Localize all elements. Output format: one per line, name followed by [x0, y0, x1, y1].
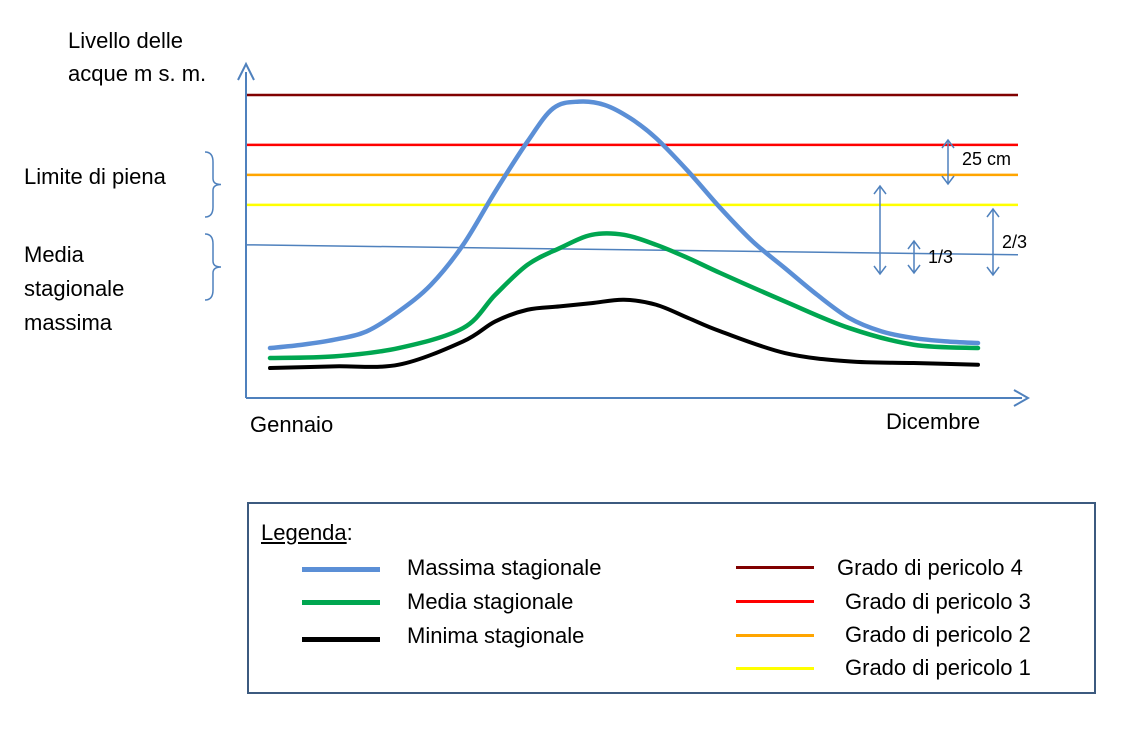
legend-item-grado-2: Grado di pericolo 2 — [845, 622, 1031, 647]
flood-limit-label: Limite di piena — [24, 164, 166, 189]
legend-title-colon: : — [346, 520, 353, 545]
seasonal-mean-line — [246, 244, 1019, 256]
arrow-one-third-head-bottom — [907, 264, 921, 275]
seasonal-mean-label-3: massima — [24, 310, 113, 335]
arrow-one-third-head-top — [907, 239, 921, 250]
seasonal-mean-label-1: Media — [24, 242, 84, 267]
seasonal-mean-brace — [204, 233, 222, 301]
legend-line-grado-2 — [736, 634, 814, 637]
legend-item-media: Media stagionale — [407, 589, 574, 614]
legend-line-grado-1 — [736, 667, 814, 670]
legend-item-minima: Minima stagionale — [407, 623, 585, 648]
legend-item-grado-3: Grado di pericolo 3 — [845, 589, 1031, 614]
series-minima-stagionale — [268, 297, 980, 371]
arrow-two-thirds-head-top — [986, 207, 1000, 218]
seasonal-mean-label-2: stagionale — [24, 276, 125, 301]
y-axis-label-text: Livello delle acque m s. m. — [68, 28, 207, 86]
arrow-full-range-head-bottom — [873, 265, 887, 276]
legend-line-massima — [302, 567, 380, 572]
arrow-25cm-head-top — [941, 138, 955, 149]
legend-item-grado-1: Grado di pericolo 1 — [845, 655, 1031, 680]
series-massima-stagionale — [267, 99, 981, 351]
x-start-label: Gennaio — [250, 412, 334, 437]
legend-line-grado-3 — [736, 600, 814, 603]
arrow-25cm-head-bottom — [941, 175, 955, 186]
arrow-full-range-head-top — [873, 184, 887, 195]
legend: Legenda: Massima stagionale Media stagio… — [247, 502, 1096, 694]
x-axis-arrow — [1013, 389, 1031, 407]
flood-limit-brace — [204, 151, 222, 218]
annotation-one-third: 1/3 — [928, 247, 954, 267]
legend-line-media — [302, 600, 380, 605]
arrow-two-thirds-head-bottom — [986, 266, 1000, 277]
series-media-stagionale — [267, 231, 981, 361]
legend-item-massima: Massima stagionale — [407, 555, 602, 580]
annotation-two-thirds: 2/3 — [1002, 232, 1028, 252]
legend-title: Legenda: — [261, 518, 353, 548]
y-axis-label: Livello delle acque m s. m. — [68, 24, 238, 90]
y-axis-arrow — [237, 61, 255, 81]
legend-line-minima — [302, 637, 380, 642]
legend-line-grado-4 — [736, 566, 814, 569]
legend-item-grado-4: Grado di pericolo 4 — [837, 555, 1023, 580]
legend-title-text: Legenda — [261, 520, 347, 545]
x-end-label: Dicembre — [886, 409, 981, 434]
annotation-25cm: 25 cm — [962, 149, 1012, 169]
